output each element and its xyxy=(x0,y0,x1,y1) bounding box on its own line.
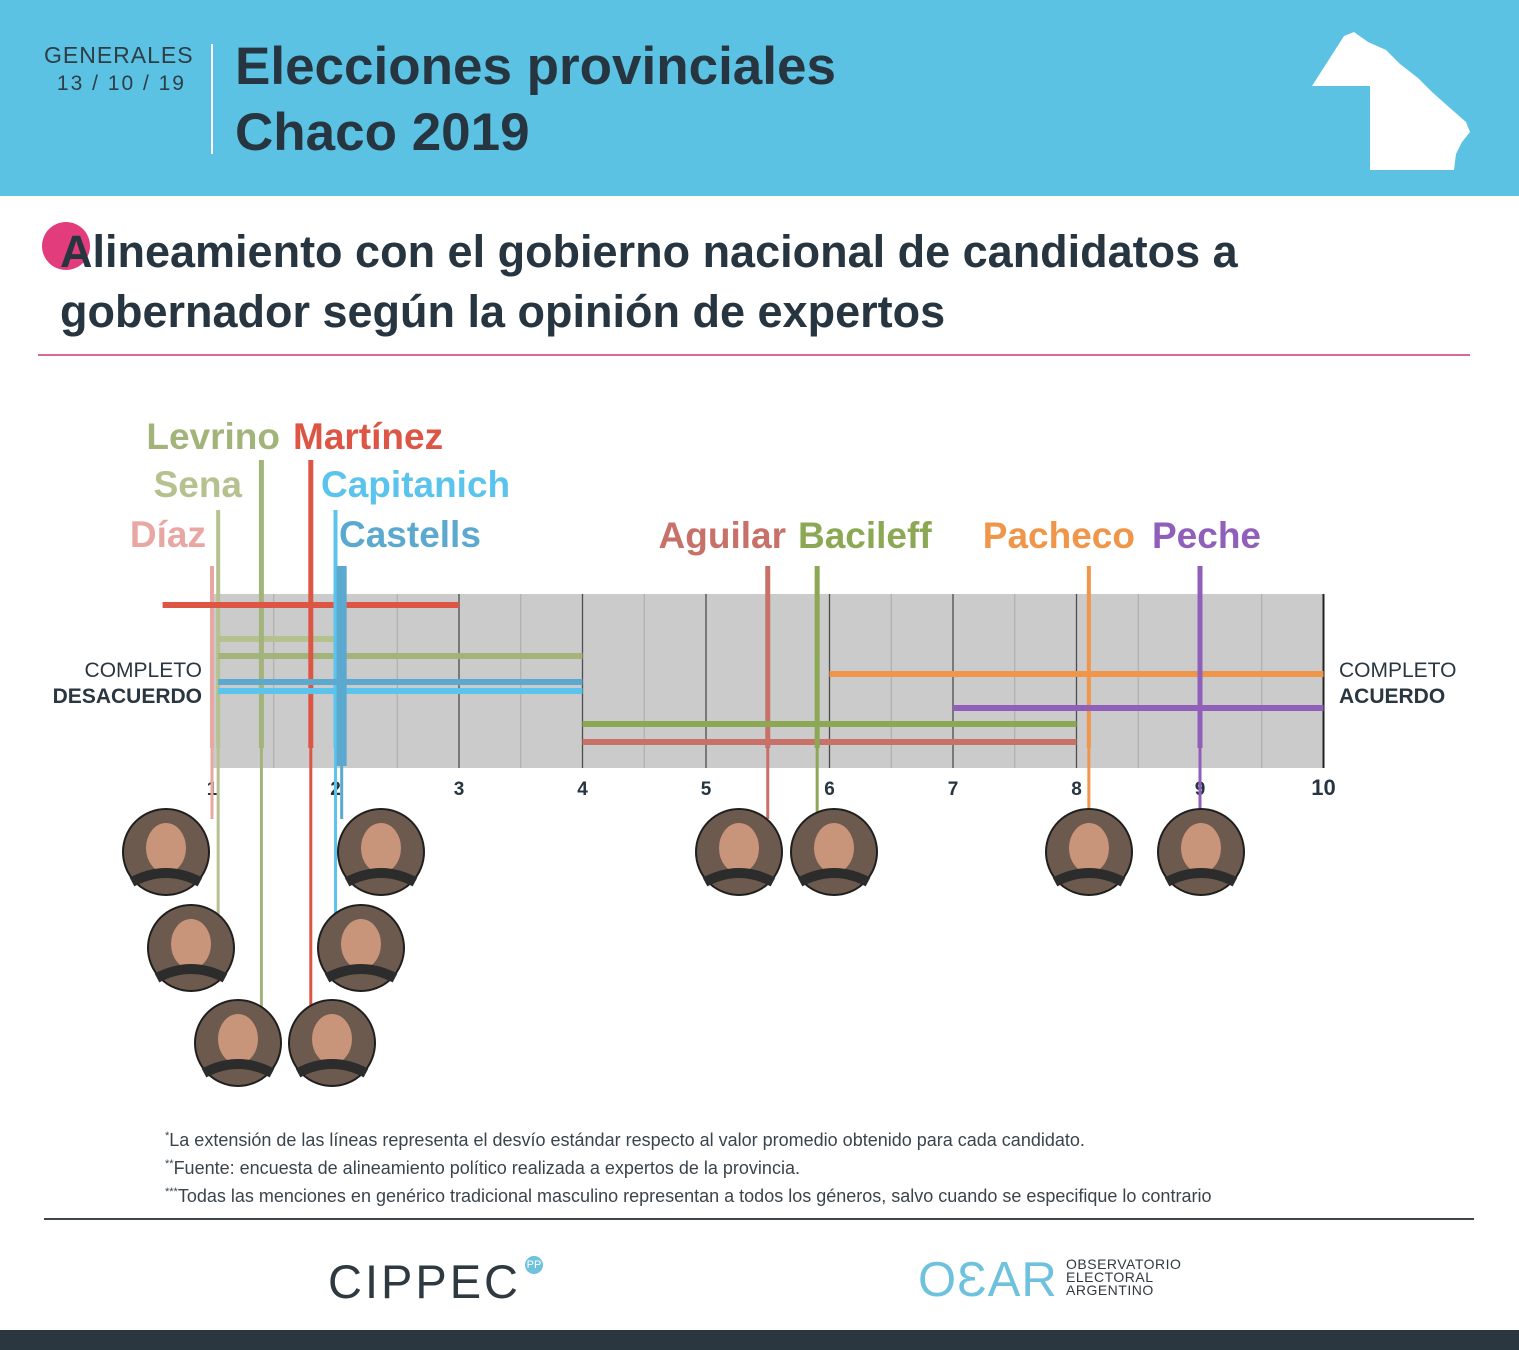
title-divider xyxy=(38,354,1470,356)
footnote-1-text: La extensión de las líneas representa el… xyxy=(169,1130,1085,1150)
footer-divider xyxy=(44,1218,1474,1220)
footnote-1: *La extensión de las líneas representa e… xyxy=(165,1124,1211,1152)
candidate-pacheco-portrait-face xyxy=(1069,823,1109,873)
oear-logo-text: OBSERVATORIO ELECTORAL ARGENTINO xyxy=(1066,1256,1182,1298)
candidate-bacileff-label: Bacileff xyxy=(798,515,932,556)
axis-right-label: COMPLETO ACUERDO xyxy=(1339,658,1499,710)
candidate-bacileff-portrait-shoulders xyxy=(797,868,871,887)
title-bullet xyxy=(42,222,90,270)
tick-label: 7 xyxy=(948,779,959,800)
footnote-2-mark: ** xyxy=(165,1158,174,1170)
footnotes: *La extensión de las líneas representa e… xyxy=(165,1124,1211,1208)
candidate-martinez-label: Martínez xyxy=(293,416,443,457)
bottom-bar xyxy=(0,1330,1519,1350)
page-title-line2: Chaco 2019 xyxy=(235,103,530,162)
axis-left-label: COMPLETO DESACUERDO xyxy=(40,658,202,710)
header-banner: GENERALES 13 / 10 / 19 Elecciones provin… xyxy=(0,0,1519,196)
edition-date: 13 / 10 / 19 xyxy=(56,72,186,95)
tick-label: 5 xyxy=(701,779,712,800)
tick-label: 8 xyxy=(1071,779,1082,800)
oear-line1: OBSERVATORIO xyxy=(1066,1256,1182,1272)
candidate-diaz-label: Díaz xyxy=(130,514,206,555)
candidate-sena-label: Sena xyxy=(154,464,243,505)
tick-label: 6 xyxy=(824,779,835,800)
axis-right-line2: ACUERDO xyxy=(1339,685,1446,708)
oear-line3: ARGENTINO xyxy=(1066,1282,1154,1298)
candidate-sena-portrait-shoulders xyxy=(154,964,228,983)
chart-title: Alineamiento con el gobierno nacional de… xyxy=(60,226,1238,337)
candidate-pacheco-label: Pacheco xyxy=(983,515,1135,556)
candidate-martinez-portrait-shoulders xyxy=(295,1059,369,1078)
candidate-sena-portrait-face xyxy=(171,919,211,969)
axis-left-line1: COMPLETO xyxy=(84,659,202,682)
alignment-chart: 12345678910DíazSenaLevrinoMartínezCapita… xyxy=(122,416,1336,1087)
tick-label: 10 xyxy=(1311,775,1335,800)
candidate-pacheco-portrait-shoulders xyxy=(1052,868,1126,887)
axis-right-line1: COMPLETO xyxy=(1339,659,1457,682)
tick-label: 4 xyxy=(577,779,588,800)
candidate-peche-portrait-face xyxy=(1181,823,1221,873)
footnote-3-mark: *** xyxy=(165,1186,178,1198)
candidate-aguilar-portrait-shoulders xyxy=(702,868,776,887)
candidate-castells-label: Castells xyxy=(339,514,481,555)
candidate-diaz-portrait-shoulders xyxy=(129,868,203,887)
cippec-logo: CIPPEC xyxy=(328,1255,521,1308)
candidate-capitanich-label: Capitanich xyxy=(321,464,510,505)
candidate-capitanich-portrait-face xyxy=(341,919,381,969)
candidate-castells-portrait-face xyxy=(361,823,401,873)
candidate-levrino-label: Levrino xyxy=(146,416,280,457)
candidate-bacileff-portrait-face xyxy=(814,823,854,873)
footnote-2: **Fuente: encuesta de alineamiento polít… xyxy=(165,1152,1211,1180)
candidate-martinez-portrait-face xyxy=(312,1014,352,1064)
oear-line2: ELECTORAL xyxy=(1066,1269,1154,1285)
candidate-capitanich-portrait-shoulders xyxy=(324,964,398,983)
candidate-aguilar-portrait-face xyxy=(719,823,759,873)
candidate-peche-portrait-shoulders xyxy=(1164,868,1238,887)
candidate-peche-label: Peche xyxy=(1152,515,1261,556)
oear-logo: OƐAR xyxy=(918,1253,1058,1307)
page-title-line1: Elecciones provinciales xyxy=(235,37,836,96)
candidate-levrino-portrait-shoulders xyxy=(201,1059,275,1078)
footnote-1-mark: * xyxy=(165,1130,170,1142)
footnote-3-text: Todas las menciones en genérico tradicio… xyxy=(177,1186,1212,1206)
candidate-levrino-portrait-face xyxy=(218,1014,258,1064)
edition-label: GENERALES xyxy=(44,42,194,68)
footnote-3: ***Todas las menciones en genérico tradi… xyxy=(165,1180,1211,1208)
tick-label: 3 xyxy=(454,779,465,800)
axis-left-line2: DESACUERDO xyxy=(52,685,202,708)
header-divider xyxy=(211,44,213,154)
candidate-diaz-portrait-face xyxy=(146,823,186,873)
candidate-aguilar-label: Aguilar xyxy=(659,515,786,556)
page-title: Elecciones provinciales Chaco 2019 xyxy=(235,34,836,166)
cippec-badge-icon: PP xyxy=(525,1256,543,1274)
footnote-2-text: Fuente: encuesta de alineamiento polític… xyxy=(173,1158,800,1178)
candidate-castells-portrait-shoulders xyxy=(344,868,418,887)
chaco-map-icon xyxy=(1312,32,1470,170)
